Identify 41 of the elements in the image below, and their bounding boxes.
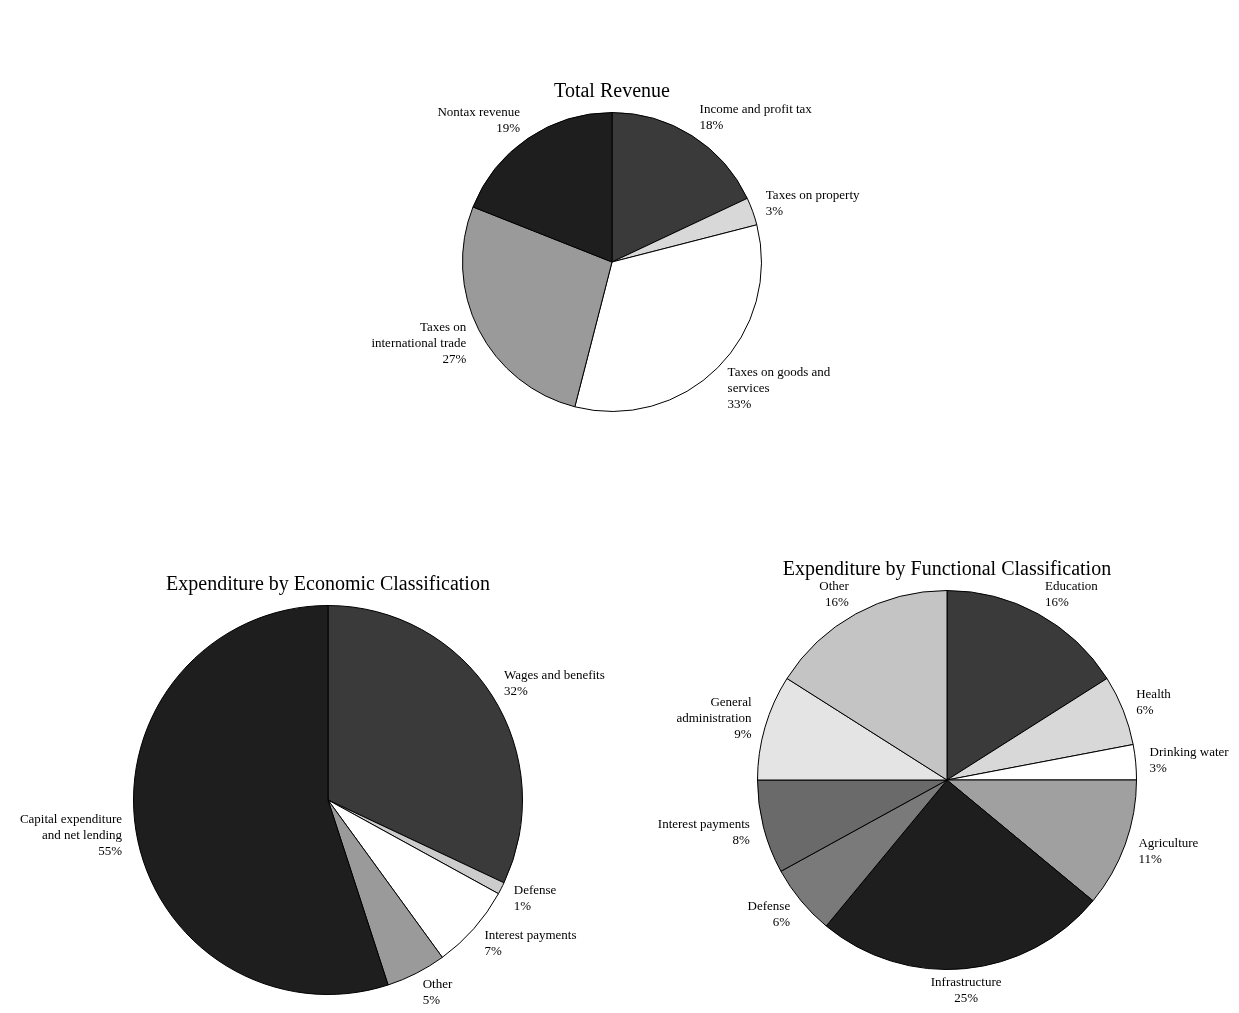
slice-label: Interest payments: [484, 926, 577, 942]
slice-label: General administration: [676, 694, 753, 726]
data-label: 16%: [1045, 594, 1070, 610]
slice-label: Interest payments: [657, 816, 750, 832]
data-label: 25%: [954, 989, 979, 1005]
chart-title: Total Revenue: [554, 79, 671, 102]
data-label: 18%: [699, 116, 724, 132]
chart-title: Expenditure by Economic Classification: [166, 572, 490, 596]
chart-title: Expenditure by Functional Classification: [782, 557, 1112, 581]
slice-label: Taxes on international trade: [371, 318, 467, 350]
data-label: 32%: [504, 683, 529, 699]
slice-label: Capital expenditure and net lending: [19, 810, 123, 842]
data-label: 6%: [1136, 701, 1154, 717]
slice-label: Drinking water: [1149, 743, 1230, 759]
slice-label: Other: [422, 976, 453, 992]
data-label: 27%: [442, 350, 467, 366]
data-label: 16%: [825, 594, 850, 610]
data-label: 3%: [765, 203, 784, 219]
slice-label: Health: [1136, 685, 1172, 701]
slice-label: Taxes on goods and services: [727, 364, 831, 396]
slice-label: Infrastructure: [930, 973, 1002, 989]
data-label: 11%: [1138, 851, 1162, 867]
data-label: 7%: [484, 942, 502, 958]
slice-label: Nontax revenue: [437, 103, 521, 119]
slice-label: Defense: [513, 881, 557, 897]
slice-label: Education: [1045, 578, 1099, 594]
data-label: 19%: [496, 119, 521, 135]
data-label: 5%: [422, 992, 441, 1008]
data-label: 8%: [732, 832, 751, 848]
slice-label: Income and profit tax: [699, 100, 813, 116]
slice-label: Other: [819, 578, 850, 594]
data-label: 1%: [513, 897, 532, 913]
slice-label: Wages and benefits: [504, 667, 605, 683]
slice-label: Defense: [747, 898, 791, 914]
slice-label: Agriculture: [1138, 835, 1199, 851]
data-label: 3%: [1149, 759, 1168, 775]
slice-label: Taxes on property: [765, 187, 861, 203]
data-label: 6%: [772, 914, 791, 930]
data-label: 55%: [98, 842, 123, 858]
data-label: 33%: [727, 396, 752, 412]
data-label: 9%: [734, 726, 752, 742]
